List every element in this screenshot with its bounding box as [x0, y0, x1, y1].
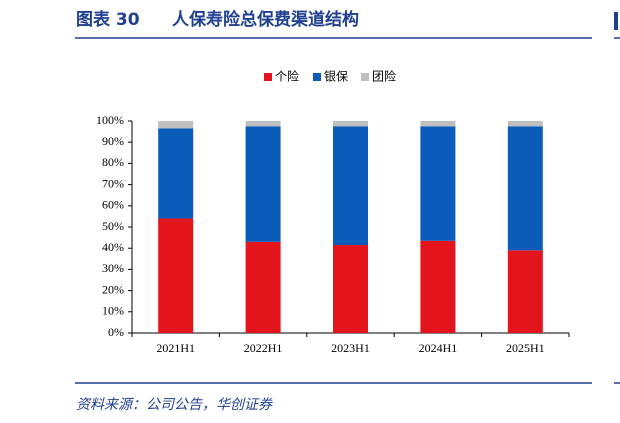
- y-tick-label: 90%: [102, 134, 124, 148]
- bar-segment: [333, 245, 368, 333]
- y-tick-label: 20%: [102, 282, 124, 296]
- y-tick-label: 40%: [102, 240, 124, 254]
- chart-title: 人保寿险总保费渠道结构: [172, 9, 359, 30]
- bar-segment: [507, 121, 543, 127]
- y-tick-label: 50%: [102, 219, 124, 233]
- bar-segment: [420, 126, 456, 241]
- y-tick-label: 60%: [102, 198, 124, 212]
- y-tick-label: 80%: [102, 155, 124, 169]
- source: 资料来源：公司公告，华创证券: [76, 397, 273, 413]
- x-tick-label: 2021H1: [156, 341, 195, 355]
- edge-mark: [614, 12, 618, 30]
- bar-segment: [333, 126, 368, 246]
- y-tick-label: 30%: [102, 261, 124, 275]
- legend-swatch: [264, 73, 272, 81]
- bar-segment: [158, 128, 194, 219]
- bar-segment: [245, 241, 281, 333]
- bar-segment: [158, 121, 194, 129]
- bar-segment: [245, 126, 281, 242]
- bar-segment: [507, 250, 543, 333]
- legend-label: 银保: [324, 70, 348, 84]
- bar-segment: [420, 240, 456, 333]
- y-tick-label: 70%: [102, 176, 124, 190]
- legend-label: 个险: [275, 69, 299, 84]
- y-tick-label: 10%: [102, 304, 124, 318]
- bar-segment: [507, 126, 543, 251]
- x-tick-label: 2022H1: [244, 341, 283, 355]
- y-tick-label: 0%: [108, 325, 124, 339]
- legend-swatch: [313, 73, 321, 81]
- legend-swatch: [361, 73, 369, 81]
- bar-segment: [333, 121, 368, 127]
- bar-segment: [245, 121, 281, 127]
- x-tick-label: 2025H1: [506, 341, 545, 355]
- y-tick-label: 100%: [96, 113, 124, 127]
- x-tick-label: 2023H1: [331, 341, 370, 355]
- figure-label: 图表 30: [76, 9, 140, 30]
- legend-label: 团险: [372, 69, 396, 84]
- bar-segment: [420, 121, 456, 127]
- x-tick-label: 2024H1: [419, 341, 458, 355]
- bar-segment: [158, 218, 194, 333]
